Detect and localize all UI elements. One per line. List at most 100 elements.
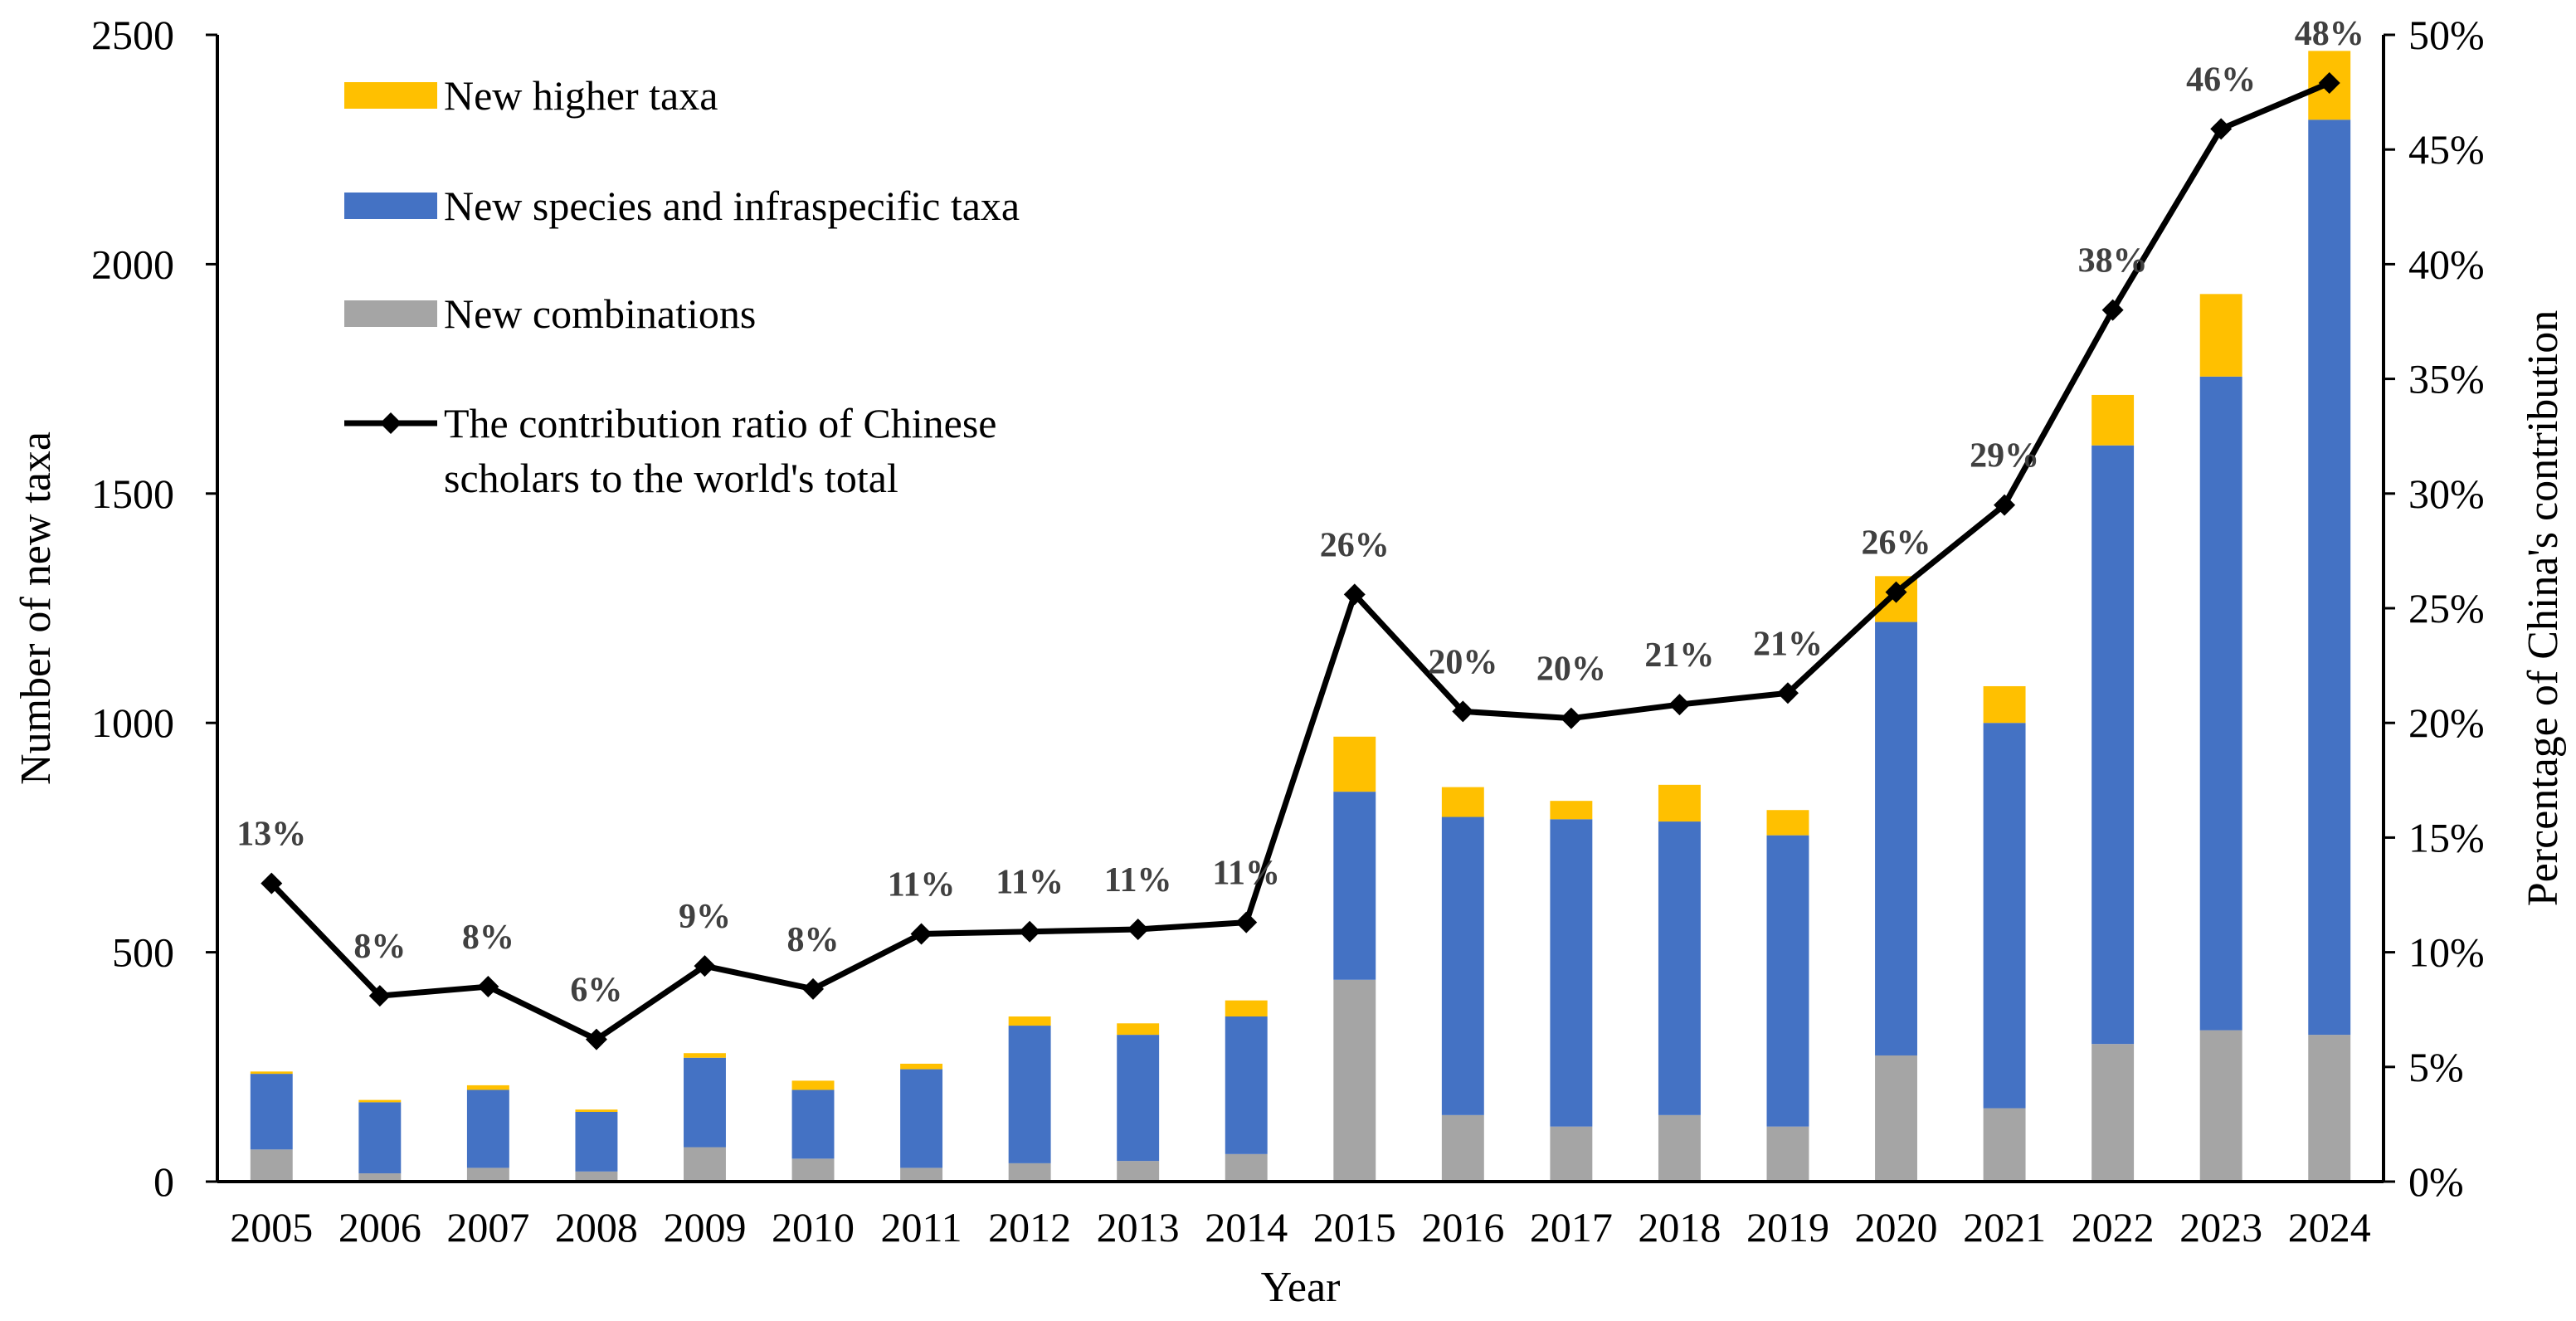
bar-new-species-and-infraspecific-taxa-2007: [466, 1089, 509, 1168]
contribution-point-2018: [1668, 694, 1691, 716]
bar-new-species-and-infraspecific-taxa-2024: [2308, 119, 2351, 1036]
contribution-point-2020: [1885, 581, 1907, 603]
bar-new-combinations-2023: [2199, 1030, 2242, 1182]
contribution-point-2023: [2210, 118, 2233, 140]
contribution-point-2008: [585, 1028, 607, 1050]
contribution-point-2006: [368, 985, 391, 1007]
bar-new-higher-taxa-2014: [1225, 1000, 1268, 1016]
contribution-label-2020: 26%: [1862, 524, 1931, 563]
y-tick-label: 1500: [91, 470, 174, 517]
bar-new-combinations-2008: [575, 1171, 618, 1182]
bar-new-combinations-2014: [1225, 1153, 1268, 1182]
y2-tick-label: 5%: [2408, 1044, 2464, 1090]
bar-new-combinations-2017: [1550, 1126, 1593, 1182]
bar-new-higher-taxa-2022: [2091, 394, 2135, 446]
bar-new-combinations-2016: [1441, 1114, 1484, 1182]
bar-new-species-and-infraspecific-taxa-2020: [1875, 622, 1917, 1055]
bar-new-species-and-infraspecific-taxa-2008: [575, 1111, 618, 1172]
x-tick-label: 2006: [338, 1204, 421, 1250]
legend-swatch-2: [344, 300, 437, 327]
contribution-point-2021: [1994, 494, 2016, 516]
x-tick-label: 2005: [230, 1204, 313, 1250]
contribution-point-2009: [694, 955, 716, 977]
x-tick-label: 2011: [880, 1204, 962, 1250]
y-tick-label: 2000: [91, 241, 174, 287]
y2-tick-label: 40%: [2408, 241, 2485, 287]
contribution-point-2007: [477, 976, 499, 998]
contribution-label-2009: 9%: [679, 898, 731, 936]
y2-tick-label: 10%: [2408, 929, 2485, 976]
y2-tick-label: 30%: [2408, 470, 2485, 517]
bar-new-higher-taxa-2012: [1008, 1016, 1051, 1026]
bar-new-combinations-2011: [900, 1167, 943, 1182]
bar-new-combinations-2012: [1008, 1163, 1051, 1182]
contribution-point-2013: [1127, 918, 1149, 940]
y2-tick-label: 35%: [2408, 356, 2485, 402]
y2-tick-label: 50%: [2408, 12, 2485, 58]
bar-new-combinations-2010: [791, 1158, 835, 1182]
bar-new-combinations-2006: [358, 1173, 402, 1182]
bar-new-higher-taxa-2018: [1658, 784, 1701, 822]
legend-diamond-icon: [380, 412, 402, 434]
bar-new-higher-taxa-2021: [1983, 685, 2026, 724]
contribution-label-2014: 11%: [1212, 855, 1280, 893]
bar-new-higher-taxa-2011: [900, 1063, 943, 1070]
bar-new-species-and-infraspecific-taxa-2023: [2199, 376, 2242, 1031]
bar-new-species-and-infraspecific-taxa-2021: [1983, 723, 2026, 1109]
x-tick-label: 2015: [1313, 1204, 1396, 1250]
bar-new-higher-taxa-2013: [1117, 1023, 1160, 1036]
x-tick-label: 2024: [2288, 1204, 2371, 1250]
bar-new-combinations-2020: [1875, 1055, 1917, 1182]
y-axis-title: Number of new taxa: [12, 431, 60, 785]
contribution-label-2019: 21%: [1753, 625, 1823, 663]
bar-new-higher-taxa-2007: [466, 1085, 509, 1090]
contribution-label-2021: 29%: [1970, 437, 2039, 475]
bar-new-species-and-infraspecific-taxa-2013: [1117, 1035, 1160, 1162]
x-tick-label: 2023: [2179, 1204, 2262, 1250]
bar-new-higher-taxa-2016: [1441, 787, 1484, 817]
contribution-label-2024: 48%: [2295, 15, 2364, 53]
bar-new-species-and-infraspecific-taxa-2010: [791, 1089, 835, 1159]
contribution-point-2012: [1019, 920, 1041, 943]
contribution-label-2008: 6%: [570, 972, 622, 1010]
bar-new-higher-taxa-2005: [250, 1071, 293, 1075]
x-tick-label: 2017: [1530, 1204, 1613, 1250]
contribution-label-2016: 20%: [1428, 643, 1497, 681]
contribution-point-2010: [802, 977, 825, 1000]
bar-new-higher-taxa-2015: [1333, 736, 1376, 792]
contribution-label-2005: 13%: [236, 816, 306, 854]
y2-axis-title: Percentage of China's contribution: [2520, 310, 2567, 906]
bar-new-combinations-2007: [466, 1167, 509, 1182]
legend-label-1: New species and infraspecific taxa: [444, 183, 1020, 229]
bar-new-higher-taxa-2017: [1550, 801, 1593, 820]
x-tick-label: 2007: [446, 1204, 529, 1250]
contribution-point-2015: [1343, 583, 1366, 606]
legend-label-0: New higher taxa: [444, 72, 718, 119]
legend-label-2: New combinations: [444, 290, 756, 337]
bar-new-species-and-infraspecific-taxa-2018: [1658, 821, 1701, 1115]
bar-new-species-and-infraspecific-taxa-2011: [900, 1069, 943, 1168]
contribution-label-2017: 20%: [1536, 651, 1606, 689]
contribution-label-2022: 38%: [2078, 242, 2148, 280]
contribution-label-2015: 26%: [1320, 526, 1390, 564]
contribution-label-2012: 11%: [996, 864, 1064, 902]
bar-new-combinations-2018: [1658, 1114, 1701, 1182]
contribution-label-2011: 11%: [888, 865, 956, 904]
y2-tick-label: 15%: [2408, 814, 2485, 860]
contribution-ratio-line: [269, 80, 2331, 1043]
x-tick-label: 2019: [1746, 1204, 1829, 1250]
bar-new-higher-taxa-2023: [2199, 294, 2242, 377]
legend-swatch-0: [344, 82, 437, 109]
bar-new-combinations-2005: [250, 1149, 293, 1182]
y2-tick-label: 20%: [2408, 699, 2485, 746]
contribution-point-2011: [910, 923, 933, 945]
contribution-label-2023: 46%: [2186, 61, 2256, 99]
contribution-point-2016: [1452, 700, 1474, 723]
bar-new-species-and-infraspecific-taxa-2017: [1550, 819, 1593, 1127]
legend-label-line-0: The contribution ratio of Chinese: [444, 400, 997, 446]
bar-new-species-and-infraspecific-taxa-2009: [684, 1057, 726, 1148]
x-tick-label: 2010: [772, 1204, 855, 1250]
x-tick-label: 2020: [1855, 1204, 1938, 1250]
